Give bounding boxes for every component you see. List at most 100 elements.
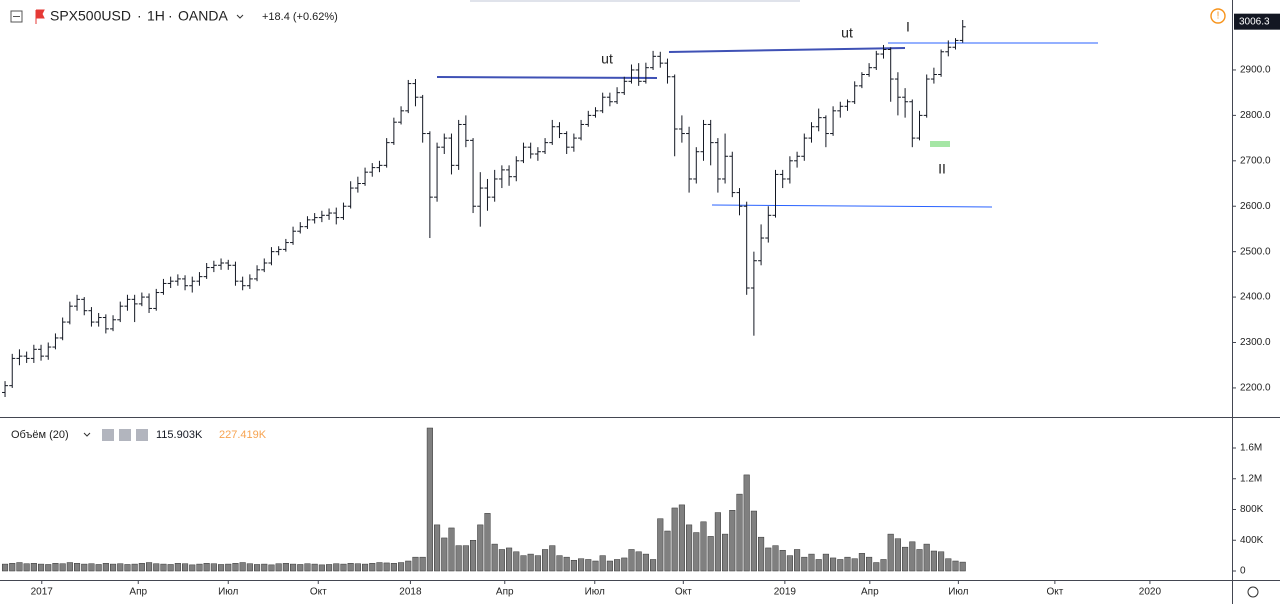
volume-bar — [398, 562, 405, 572]
y-tick-label: 2900.0 — [1240, 65, 1271, 76]
marks: 2017 Апр Июл Окт 2018 Апр Июл Окт 2019 Апр Июл Окт 2… — [1, 13, 1280, 598]
volume-bar — [66, 562, 73, 572]
volume-bar — [117, 563, 124, 572]
volume-bar — [232, 563, 239, 572]
volume-bar — [434, 524, 441, 572]
volume-bar — [527, 553, 534, 572]
volume-bar — [563, 556, 570, 572]
volume-bar — [858, 553, 865, 572]
volume-bar — [923, 543, 930, 572]
volume-bar — [498, 549, 505, 572]
volume-bar — [239, 562, 246, 572]
volume-bar — [109, 563, 117, 572]
symbol: SPX500USD — [50, 8, 131, 24]
remove-button[interactable] — [136, 429, 148, 441]
volume-bar — [534, 555, 541, 572]
volume-bar — [390, 563, 397, 572]
volume-bar — [772, 545, 779, 572]
dropdown-arrow[interactable] — [83, 432, 91, 437]
volume-bar — [729, 510, 736, 572]
volume-bar — [218, 564, 225, 572]
volume-bar — [145, 562, 153, 572]
volume-bar — [16, 562, 23, 572]
volume-bar — [254, 564, 261, 572]
x-tick-label: Окт — [675, 587, 692, 598]
eye-button[interactable] — [102, 429, 114, 441]
volume-bar — [37, 563, 45, 572]
volume-bar — [102, 563, 109, 572]
volume-bar — [549, 545, 556, 572]
volume-bar — [491, 543, 498, 572]
volume-ma-value: 227.419K — [219, 429, 267, 441]
annotation: I — [906, 19, 910, 35]
volume-bar — [124, 564, 131, 572]
volume-bar — [844, 556, 851, 572]
volume-bar — [606, 560, 613, 572]
horizontal-line[interactable] — [711, 204, 993, 208]
volume-bar — [275, 563, 282, 572]
x-tick-label: 2018 — [399, 587, 422, 598]
settings-button[interactable] — [119, 429, 131, 441]
volume-bar — [822, 553, 829, 572]
alert-mark: ! — [1217, 11, 1220, 22]
volume-bar — [376, 562, 383, 572]
volume-bar — [174, 563, 181, 572]
interval: 1H — [147, 8, 165, 24]
volume-bar — [513, 551, 520, 572]
volume-bar — [880, 559, 887, 572]
volume-bar — [830, 557, 837, 572]
annotation: II — [938, 161, 946, 177]
volume-bar — [815, 559, 822, 572]
exchange: OANDA — [178, 8, 228, 24]
flag-icon[interactable] — [35, 9, 45, 24]
volume-bar — [426, 427, 433, 572]
volume-bar — [9, 563, 16, 572]
volume-bar — [225, 563, 232, 572]
volume-bar — [455, 545, 462, 572]
volume-bar — [448, 527, 455, 572]
settings-gear[interactable] — [1247, 586, 1259, 598]
trend-line[interactable] — [436, 76, 658, 79]
y-tick-label: 2400.0 — [1240, 292, 1271, 303]
volume-bar — [894, 538, 901, 572]
y-tick-label: 1.2M — [1240, 473, 1262, 484]
alert-icon[interactable] — [1210, 8, 1226, 24]
y-tick-label: 2200.0 — [1240, 383, 1271, 394]
volume-bar — [650, 559, 657, 572]
volume-bar — [23, 563, 30, 572]
volume-bar — [736, 493, 743, 572]
volume-bar — [592, 560, 599, 572]
trend-line[interactable] — [668, 47, 906, 53]
volume-bar — [779, 549, 786, 572]
y-tick-label: 2700.0 — [1240, 155, 1271, 166]
volume-bar — [412, 556, 419, 572]
volume-bar — [405, 560, 412, 572]
volume-bar — [182, 563, 189, 572]
volume-bar — [628, 549, 635, 572]
volume-bar — [210, 563, 217, 572]
volume-bar — [794, 549, 801, 572]
x-tick-label: Окт — [1046, 587, 1063, 598]
volume-bar — [318, 564, 325, 572]
x-tick-label: Июл — [948, 587, 968, 598]
volume-bar — [506, 547, 513, 572]
volume-bar — [585, 559, 592, 572]
volume-bar — [722, 533, 729, 572]
volume-bar — [441, 537, 448, 572]
volume-bar — [354, 563, 361, 572]
volume-bar — [930, 550, 937, 572]
volume-bar — [189, 564, 196, 572]
volume-bar — [196, 563, 203, 572]
volume-bar — [621, 557, 628, 572]
collapse-button[interactable] — [10, 10, 23, 23]
volume-bar — [131, 563, 138, 572]
volume-bar — [484, 513, 491, 572]
volume-bar — [765, 547, 772, 572]
volume-bar — [664, 530, 671, 572]
volume-bar — [743, 474, 750, 572]
volume-bar — [959, 561, 966, 572]
marker-box[interactable] — [930, 141, 950, 147]
x-tick-label: 2017 — [31, 587, 54, 598]
dropdown-arrow[interactable] — [236, 14, 244, 19]
